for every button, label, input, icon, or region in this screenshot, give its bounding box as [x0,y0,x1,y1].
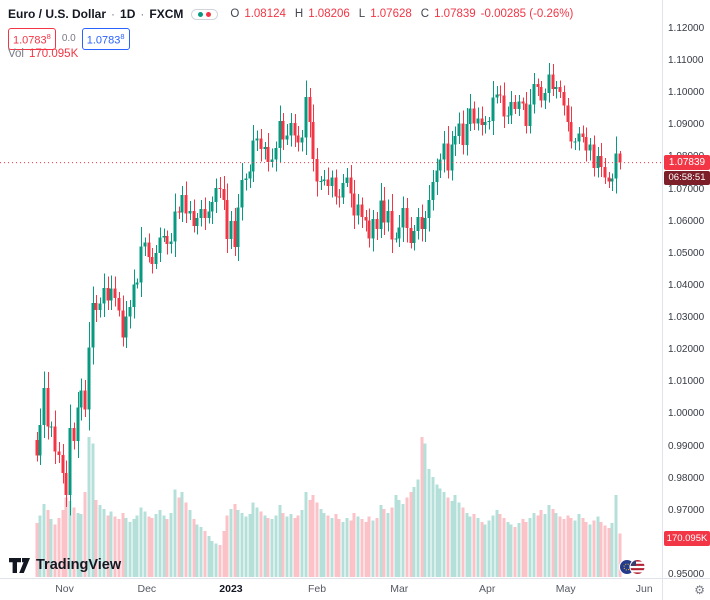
price-axis-label: 0.98000 [668,472,705,484]
time-axis-label-mar: Mar [390,583,409,595]
price-axis-label: 1.02000 [668,344,705,356]
time-axis-label-may: May [555,583,576,595]
price-axis-label: 0.95000 [668,569,705,580]
price-axis-label: 1.10000 [668,87,705,99]
time-axis-label-2023: 2023 [219,583,243,595]
price-badges-row: 1.07838 0.0 1.07838 [8,28,130,50]
separator: · [140,7,145,21]
low-label: L [358,8,366,20]
up-color-dot-icon [198,11,204,17]
price-axis-label: 1.01000 [668,376,705,388]
bar-countdown: 06:58:51 [664,170,710,185]
time-axis-label-nov: Nov [55,583,74,595]
symbol-name[interactable]: Euro / U.S. Dollar [8,7,107,21]
price-axis[interactable]: 1.07839 06:58:51 170.095K 1.12000 1.11000… [662,0,710,580]
price-axis-label: 1.11000 [668,55,704,67]
chart-legend[interactable]: Euro / U.S. Dollar · 1D · FXCM O 1.08124 … [8,7,573,21]
price-axis-label: 1.07000 [668,183,705,195]
interval-label[interactable]: 1D [120,7,136,21]
time-axis-label-dec: Dec [137,583,157,595]
current-price-tag: 1.07839 [664,154,710,170]
axis-corner: ⚙ [662,578,710,600]
volume-label: Vol [8,48,24,60]
close-value: 1.07839 [434,8,476,20]
time-axis-label-feb: Feb [307,583,327,595]
high-value: 1.08206 [308,8,350,20]
high-price-badge[interactable]: 1.07838 [8,28,56,50]
separator: · [111,7,116,21]
candlestick-chart-canvas[interactable] [0,0,662,577]
tradingview-logo[interactable]: TradingView [9,557,121,573]
price-axis-label: 1.09000 [668,119,705,131]
exchange-label[interactable]: FXCM [149,7,184,21]
time-axis[interactable]: Nov Dec 2023 Feb Mar Apr May Jun [0,578,662,600]
price-axis-label: 1.03000 [668,312,705,324]
series-style-toggle[interactable] [191,8,219,20]
pair-flags-icon [618,558,648,581]
low-price-badge[interactable]: 1.07838 [81,28,130,50]
down-color-dot-icon [206,11,212,17]
high-label: H [294,8,304,20]
tradingview-logo-text: TradingView [36,557,122,573]
change-value: -0.00285 (-0.26%) [480,8,574,20]
price-axis-label: 1.05000 [668,247,705,259]
time-axis-label-jun: Jun [635,583,653,595]
volume-value: 170.095K [29,48,79,60]
open-label: O [230,8,240,20]
volume-axis-tag: 170.095K [664,531,710,547]
close-label: C [420,8,430,20]
price-axis-label: 1.00000 [668,408,705,420]
tradingview-logo-icon [9,557,30,573]
spread-value: 0.0 [61,33,76,45]
price-axis-label: 1.06000 [668,215,705,227]
open-value: 1.08124 [244,8,286,20]
time-axis-label-apr: Apr [478,583,496,595]
current-price-tag-group: 1.07839 06:58:51 [664,154,710,185]
price-axis-label: 1.04000 [668,279,705,291]
gear-icon[interactable]: ⚙ [694,583,705,597]
volume-legend-row[interactable]: Vol 170.095K [8,48,78,60]
low-value: 1.07628 [370,8,412,20]
price-axis-label: 0.97000 [668,504,705,516]
price-axis-label: 0.99000 [668,440,705,452]
price-axis-label: 1.12000 [668,23,705,34]
